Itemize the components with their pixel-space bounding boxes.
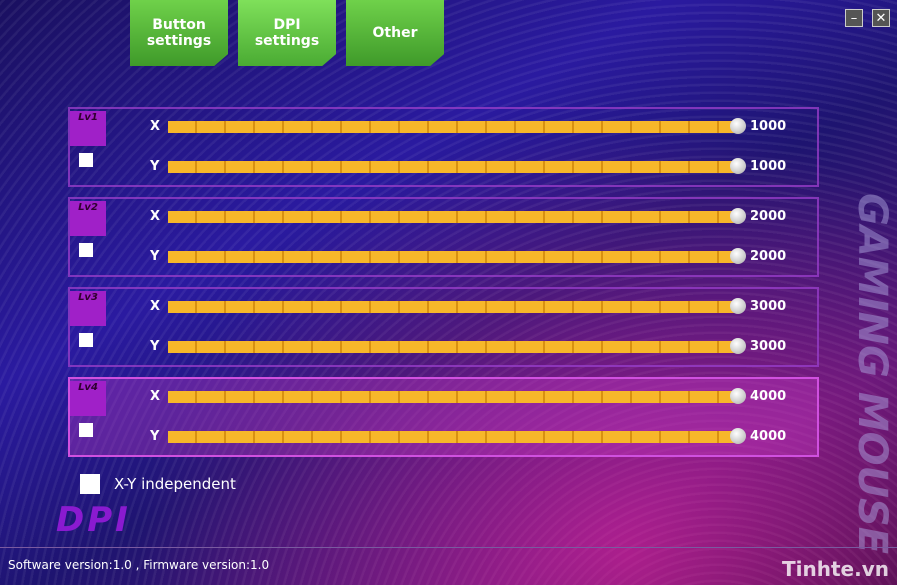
level-checkbox[interactable] — [79, 333, 93, 347]
level-checkbox[interactable] — [79, 423, 93, 437]
footer-divider — [0, 547, 897, 548]
dpi-logo: DPI — [56, 500, 131, 540]
slider-thumb[interactable] — [730, 208, 746, 224]
dpi-slider[interactable] — [168, 298, 746, 314]
dpi-value: 2000 — [750, 209, 787, 224]
dpi-slider[interactable] — [168, 158, 746, 174]
dpi-slider[interactable] — [168, 338, 746, 354]
level-badge[interactable]: Lv2 — [70, 201, 106, 236]
slider-thumb[interactable] — [730, 248, 746, 264]
dpi-value: 2000 — [750, 249, 787, 264]
dpi-slider[interactable] — [168, 248, 746, 264]
tab[interactable]: Button settings — [130, 0, 228, 66]
axis-label: X — [150, 209, 161, 224]
version-text: Software version:1.0 , Firmware version:… — [8, 558, 270, 572]
slider-fill — [168, 118, 746, 134]
axis-label: Y — [150, 249, 160, 264]
dpi-slider[interactable] — [168, 118, 746, 134]
slider-thumb[interactable] — [730, 388, 746, 404]
slider-thumb[interactable] — [730, 428, 746, 444]
slider-fill — [168, 248, 746, 264]
dpi-value: 1000 — [750, 119, 787, 134]
level-badge[interactable]: Lv4 — [70, 381, 106, 416]
dpi-slider[interactable] — [168, 388, 746, 404]
independent-label: X-Y independent — [114, 475, 236, 493]
dpi-value: 4000 — [750, 429, 787, 444]
dpi-value: 3000 — [750, 299, 787, 314]
axis-label: X — [150, 389, 161, 404]
level-checkbox[interactable] — [79, 243, 93, 257]
level-panel: Lv2 X 2000 Y 2000 — [68, 197, 819, 277]
slider-fill — [168, 428, 746, 444]
dpi-value: 3000 — [750, 339, 787, 354]
tab[interactable]: DPI settings — [238, 0, 336, 66]
dpi-value: 1000 — [750, 159, 787, 174]
slider-thumb[interactable] — [730, 118, 746, 134]
independent-checkbox[interactable] — [80, 474, 100, 494]
watermark: Tinhte.vn — [782, 557, 889, 581]
minimize-button[interactable]: – — [845, 9, 863, 27]
slider-fill — [168, 158, 746, 174]
slider-fill — [168, 388, 746, 404]
slider-fill — [168, 338, 746, 354]
axis-label: Y — [150, 159, 160, 174]
level-badge[interactable]: Lv1 — [70, 111, 106, 146]
level-panel: Lv4 X 4000 Y 4000 — [68, 377, 819, 457]
side-logo: GAMING MOUSE — [849, 193, 895, 555]
level-panel: Lv1 X 1000 Y 1000 — [68, 107, 819, 187]
dpi-slider[interactable] — [168, 428, 746, 444]
level-panel: Lv3 X 3000 Y 3000 — [68, 287, 819, 367]
axis-label: X — [150, 299, 161, 314]
slider-thumb[interactable] — [730, 338, 746, 354]
tab[interactable]: Other — [346, 0, 444, 66]
axis-label: X — [150, 119, 161, 134]
axis-label: Y — [150, 429, 160, 444]
dpi-value: 4000 — [750, 389, 787, 404]
slider-fill — [168, 298, 746, 314]
axis-label: Y — [150, 339, 160, 354]
slider-fill — [168, 208, 746, 224]
level-badge[interactable]: Lv3 — [70, 291, 106, 326]
slider-thumb[interactable] — [730, 298, 746, 314]
slider-thumb[interactable] — [730, 158, 746, 174]
dpi-slider[interactable] — [168, 208, 746, 224]
level-checkbox[interactable] — [79, 153, 93, 167]
close-button[interactable]: ✕ — [872, 9, 890, 27]
